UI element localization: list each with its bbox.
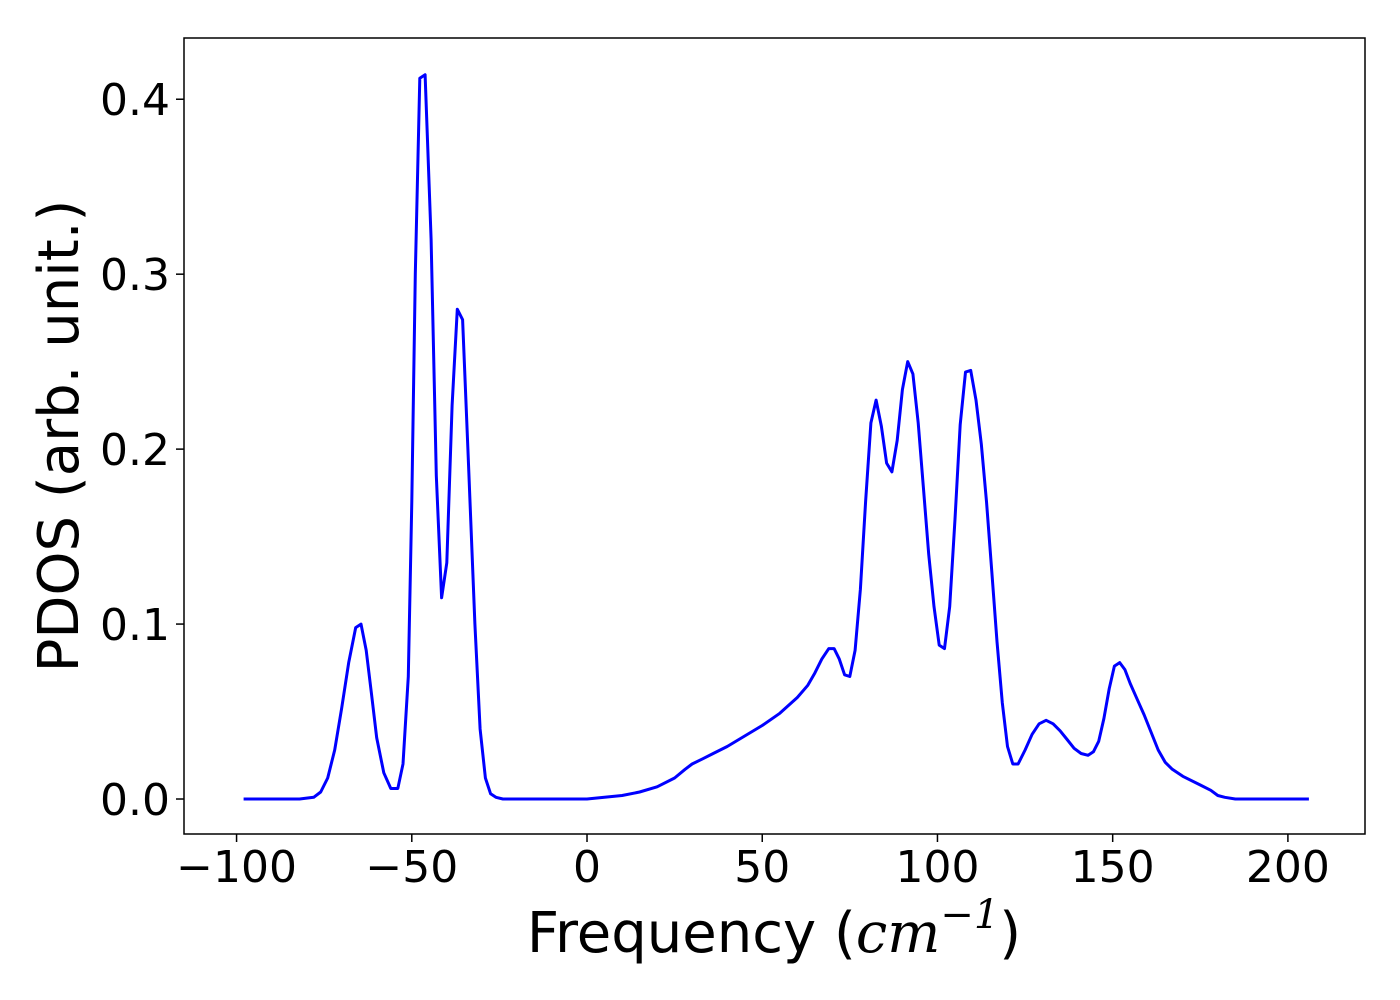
y-tick-label: 0.1: [100, 600, 170, 651]
x-tick-label: 150: [1071, 842, 1155, 893]
x-axis-label: Frequency (cm−1): [527, 892, 1021, 966]
pdos-series-line: [243, 73, 1309, 801]
y-tick-label: 0.2: [100, 425, 170, 476]
x-tick-label: 100: [895, 842, 979, 893]
x-tick-label: −100: [176, 842, 297, 893]
plot-frame: [183, 37, 1366, 835]
axis-ticks: −100 −50 0 50 100 150 200 0.0 0.1 0.2 0.3 0.4: [100, 75, 1330, 893]
x-tick-label: −50: [365, 842, 458, 893]
y-tick-label: 0.0: [100, 775, 170, 826]
x-tick-label: 0: [573, 842, 601, 893]
y-axis-label: PDOS (arb. unit.): [27, 200, 92, 673]
x-tick-label: 200: [1246, 842, 1330, 893]
y-tick-label: 0.3: [100, 250, 170, 301]
x-tick-label: 50: [734, 842, 790, 893]
y-tick-label: 0.4: [100, 75, 170, 126]
